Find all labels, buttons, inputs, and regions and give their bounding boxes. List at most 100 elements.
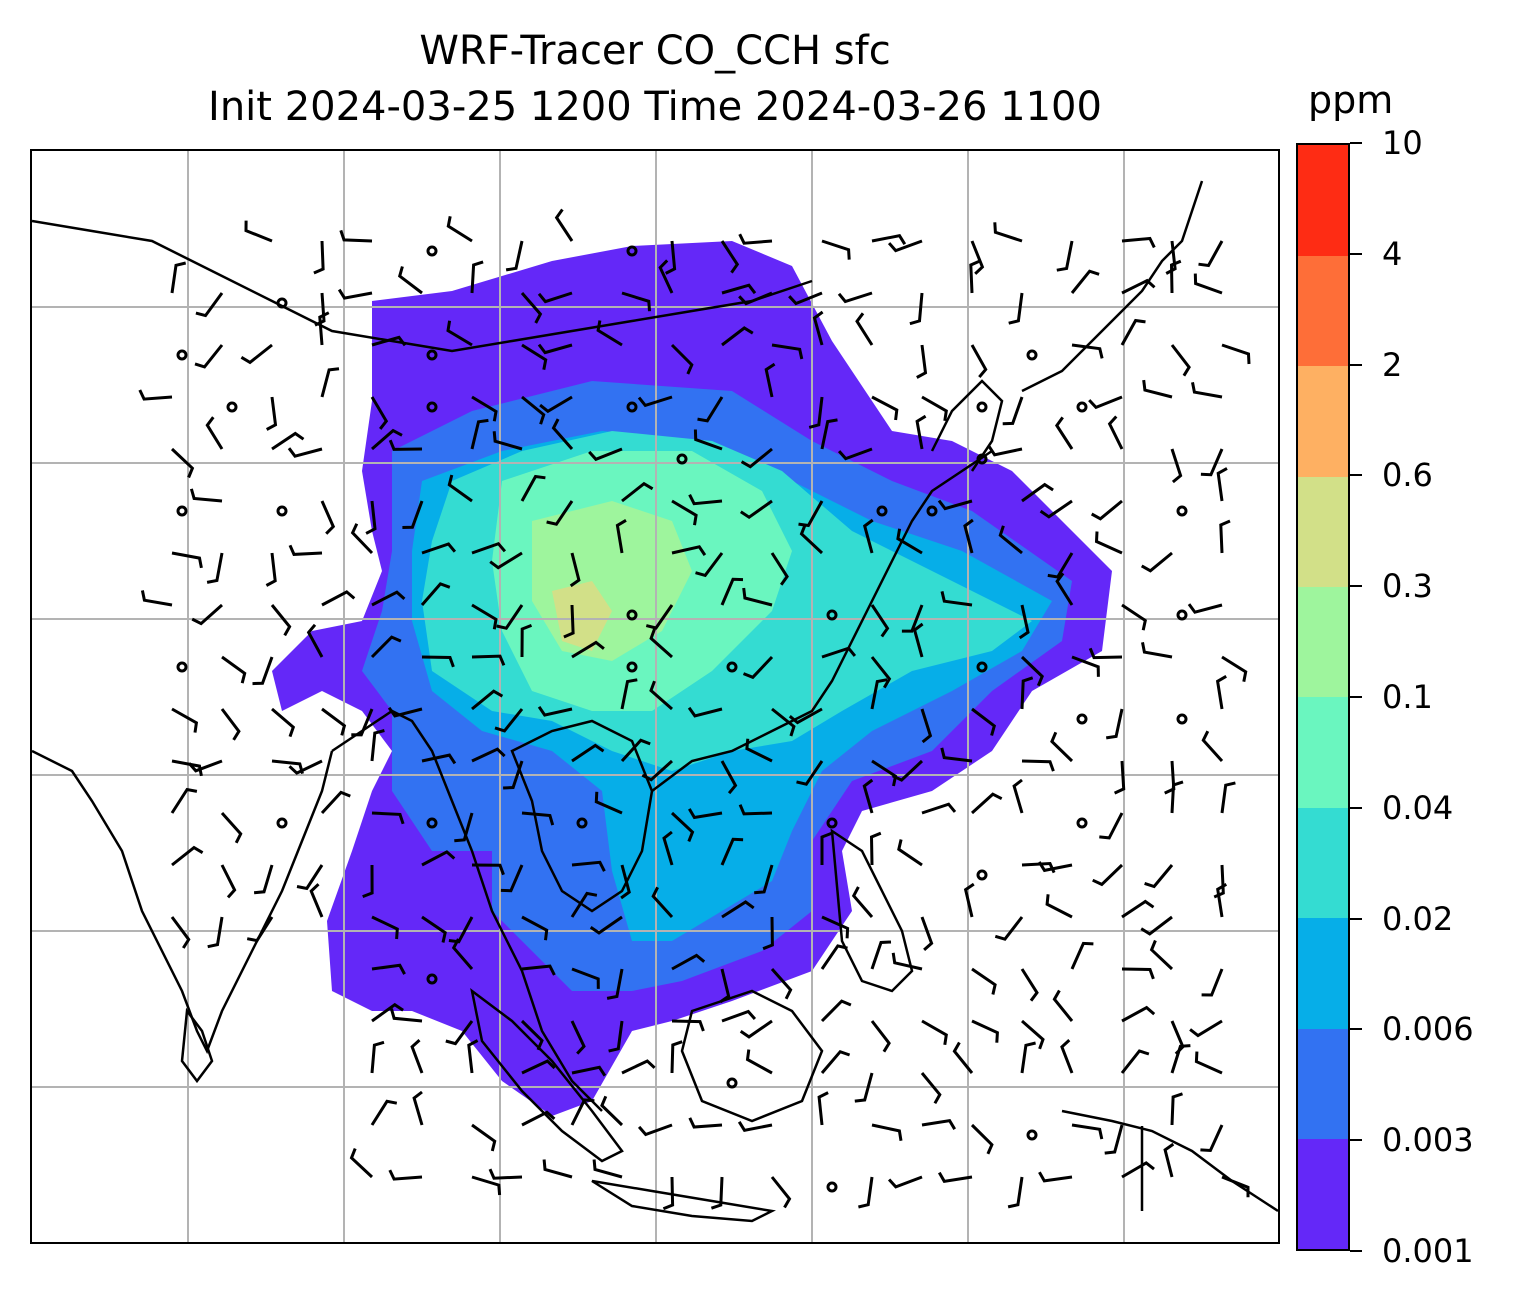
- calm-wind-marker: [1076, 713, 1088, 725]
- wind-barb: [370, 635, 402, 659]
- colorbar-tick: [1350, 474, 1362, 477]
- wind-barb: [1094, 531, 1123, 555]
- wind-barb: [963, 882, 975, 918]
- wind-barb: [371, 915, 399, 940]
- wind-barb: [770, 552, 789, 586]
- calm-wind-marker: [176, 505, 188, 517]
- wind-barb: [891, 759, 924, 782]
- calm-wind-marker: [1026, 349, 1038, 361]
- wind-barb: [788, 291, 823, 306]
- colorbar-tick-label: 10: [1382, 124, 1423, 162]
- wind-barb: [971, 707, 997, 736]
- wind-barb: [537, 291, 573, 304]
- wind-barb: [862, 518, 874, 554]
- wind-barb: [1055, 572, 1074, 606]
- wind-barb: [387, 706, 423, 718]
- wind-barb: [370, 396, 389, 430]
- wind-barbs: [138, 208, 1251, 1211]
- calm-wind-marker: [226, 401, 238, 413]
- wind-barb: [1070, 269, 1100, 294]
- wind-barb: [471, 603, 498, 630]
- wind-barb: [489, 551, 523, 570]
- wind-barb: [1121, 278, 1156, 295]
- wind-barb: [837, 447, 873, 461]
- wind-barb: [191, 603, 223, 626]
- wind-barb: [820, 944, 848, 970]
- colorbar-segment: [1298, 917, 1348, 1029]
- wind-barb: [1008, 292, 1024, 325]
- colorbar-tick-label: 0.1: [1382, 678, 1433, 716]
- wind-barb: [446, 320, 473, 347]
- wind-barb: [909, 292, 924, 326]
- wind-barb: [739, 499, 773, 520]
- wind-barb: [862, 778, 874, 814]
- wind-barb: [488, 1168, 523, 1180]
- coastline-india: [32, 749, 334, 1055]
- coastline-sri-lanka: [180, 1007, 214, 1084]
- wind-barb: [742, 655, 774, 680]
- wind-barb: [471, 689, 504, 711]
- wind-barb: [371, 1002, 404, 1023]
- calm-wind-marker: [976, 401, 988, 413]
- colorbar-tick-label: 0.02: [1382, 899, 1454, 938]
- wind-barb: [494, 708, 524, 733]
- wind-barb: [246, 916, 274, 943]
- wind-barb: [588, 447, 623, 462]
- wind-barb: [920, 1072, 942, 1105]
- colorbar-tick: [1350, 1250, 1362, 1252]
- wind-barb: [963, 518, 974, 554]
- wind-barb: [721, 283, 757, 295]
- wind-barb: [503, 760, 524, 790]
- wind-barb: [1121, 1161, 1155, 1179]
- wind-barb: [1149, 939, 1174, 971]
- wind-barb: [891, 952, 923, 971]
- wind-barb: [1071, 655, 1100, 677]
- wind-barb: [421, 753, 457, 765]
- wind-barb: [365, 500, 377, 535]
- wind-barb: [1050, 731, 1074, 763]
- wind-barb: [471, 747, 506, 763]
- wind-barb: [471, 1123, 497, 1152]
- wind-barb: [471, 1175, 502, 1196]
- wind-barb: [505, 240, 524, 272]
- wind-barb: [940, 591, 973, 607]
- colorbar-tick: [1350, 1139, 1362, 1142]
- wind-barb: [1120, 318, 1146, 346]
- wind-barb: [388, 439, 423, 451]
- wind-barb: [471, 395, 498, 422]
- wind-barb: [771, 707, 796, 737]
- wind-barb: [1020, 676, 1034, 710]
- colorbar-tick-label: 4: [1382, 234, 1403, 273]
- wind-barb: [371, 335, 407, 347]
- colorbar-tick-label: 0.04: [1382, 788, 1454, 827]
- wind-barb: [770, 968, 793, 1000]
- wind-barb: [671, 545, 707, 556]
- wind-barb: [887, 239, 923, 253]
- wind-barb: [551, 418, 574, 450]
- wind-barb: [271, 431, 305, 451]
- wind-barb: [500, 864, 524, 893]
- wind-barb: [621, 481, 654, 503]
- wind-barb: [720, 240, 740, 274]
- wind-barb: [762, 916, 774, 951]
- calm-wind-marker: [726, 1077, 738, 1089]
- wind-barb: [940, 747, 973, 763]
- calm-wind-marker: [976, 869, 988, 881]
- wind-barb: [921, 802, 957, 815]
- wind-barb: [171, 845, 204, 867]
- wind-barb: [171, 707, 199, 733]
- gridlines: [32, 151, 1278, 1242]
- calm-wind-marker: [276, 505, 288, 517]
- wind-barb: [1020, 968, 1039, 1002]
- wind-barb: [206, 552, 224, 584]
- wind-barb: [693, 429, 723, 451]
- wind-barb: [821, 239, 851, 260]
- wind-barb: [521, 1059, 556, 1075]
- wind-barb: [1121, 236, 1156, 249]
- wind-barb: [1170, 1020, 1185, 1055]
- wind-barb: [521, 1110, 556, 1127]
- wind-barb: [171, 551, 203, 569]
- wind-barb: [620, 678, 638, 710]
- wind-barb: [858, 1176, 874, 1209]
- wind-barb: [252, 656, 274, 686]
